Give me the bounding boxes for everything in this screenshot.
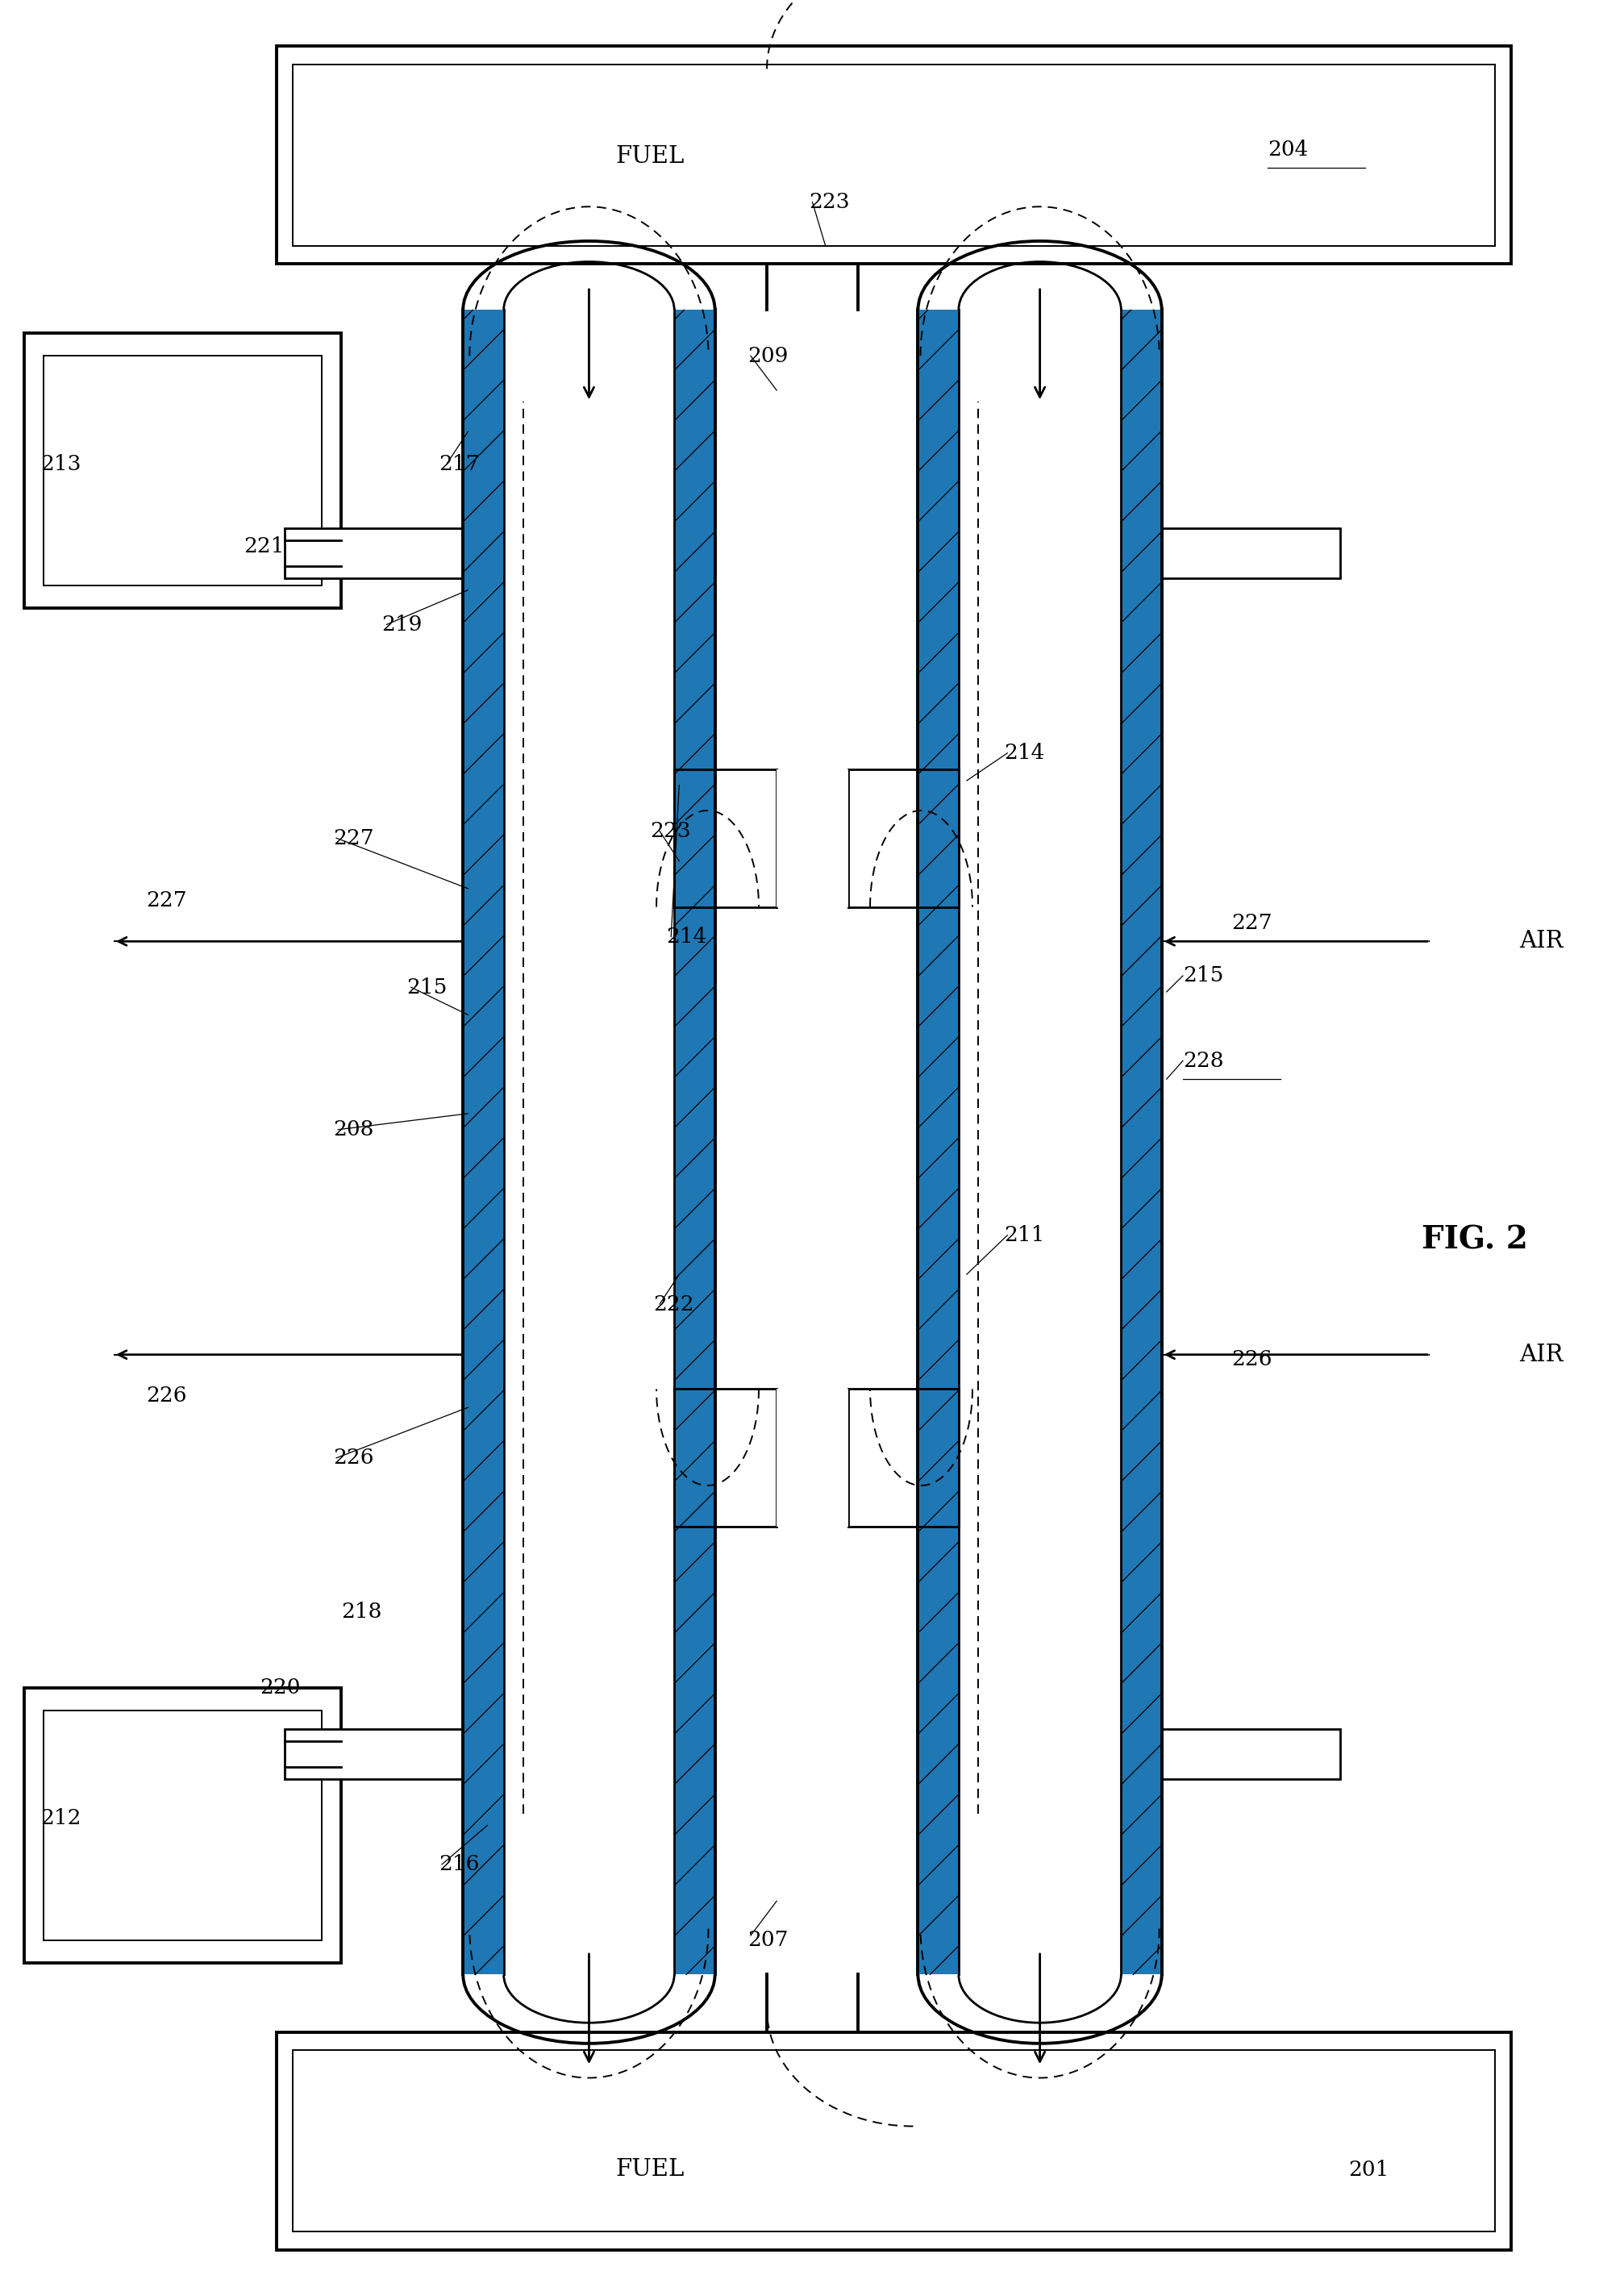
Text: 217: 217 bbox=[438, 455, 479, 473]
Text: 215: 215 bbox=[1182, 967, 1223, 985]
Text: 222: 222 bbox=[653, 1295, 693, 1313]
Bar bbox=[1161, 1729, 1340, 1779]
Bar bbox=[24, 333, 341, 608]
Text: 218: 218 bbox=[341, 1603, 382, 1621]
Text: 227: 227 bbox=[1231, 914, 1272, 932]
Text: 214: 214 bbox=[666, 928, 706, 946]
Text: AIR: AIR bbox=[1518, 930, 1562, 953]
Bar bbox=[284, 1729, 463, 1779]
Text: 228: 228 bbox=[1182, 1052, 1223, 1070]
Bar bbox=[463, 310, 503, 1975]
Bar bbox=[776, 1389, 848, 1527]
Text: 226: 226 bbox=[333, 1449, 374, 1467]
Text: FIG. 2: FIG. 2 bbox=[1421, 1224, 1527, 1256]
Bar bbox=[284, 528, 463, 579]
Bar bbox=[674, 310, 715, 1975]
Text: 204: 204 bbox=[1267, 140, 1307, 158]
Bar bbox=[1121, 310, 1161, 1975]
Bar bbox=[44, 1711, 322, 1940]
Text: 227: 227 bbox=[333, 829, 374, 847]
Text: 226: 226 bbox=[146, 1387, 187, 1405]
Text: 226: 226 bbox=[1231, 1350, 1272, 1368]
Text: AIR: AIR bbox=[1518, 1343, 1562, 1366]
Text: 223: 223 bbox=[650, 822, 690, 840]
Text: 216: 216 bbox=[438, 1855, 479, 1874]
Bar bbox=[292, 2050, 1494, 2232]
Text: 221: 221 bbox=[244, 537, 284, 556]
Bar bbox=[776, 769, 848, 907]
Text: 223: 223 bbox=[809, 193, 849, 211]
Text: 220: 220 bbox=[260, 1678, 300, 1697]
Text: 215: 215 bbox=[406, 978, 447, 996]
Text: FUEL: FUEL bbox=[615, 145, 684, 168]
Text: 201: 201 bbox=[1348, 2161, 1389, 2179]
Text: 207: 207 bbox=[747, 1931, 788, 1949]
Text: FUEL: FUEL bbox=[615, 2158, 684, 2181]
Text: 227: 227 bbox=[146, 891, 187, 909]
Bar bbox=[918, 310, 958, 1975]
Bar bbox=[24, 1688, 341, 1963]
Bar bbox=[44, 356, 322, 585]
Text: 208: 208 bbox=[333, 1120, 374, 1139]
Text: 219: 219 bbox=[382, 615, 422, 634]
Bar bbox=[276, 2032, 1510, 2250]
Text: 213: 213 bbox=[41, 455, 81, 473]
Text: 209: 209 bbox=[747, 347, 788, 365]
Bar bbox=[292, 64, 1494, 246]
Text: 214: 214 bbox=[1004, 744, 1044, 762]
Text: 211: 211 bbox=[1004, 1226, 1044, 1244]
Bar bbox=[276, 46, 1510, 264]
Bar bbox=[1161, 528, 1340, 579]
Text: 212: 212 bbox=[41, 1809, 81, 1828]
